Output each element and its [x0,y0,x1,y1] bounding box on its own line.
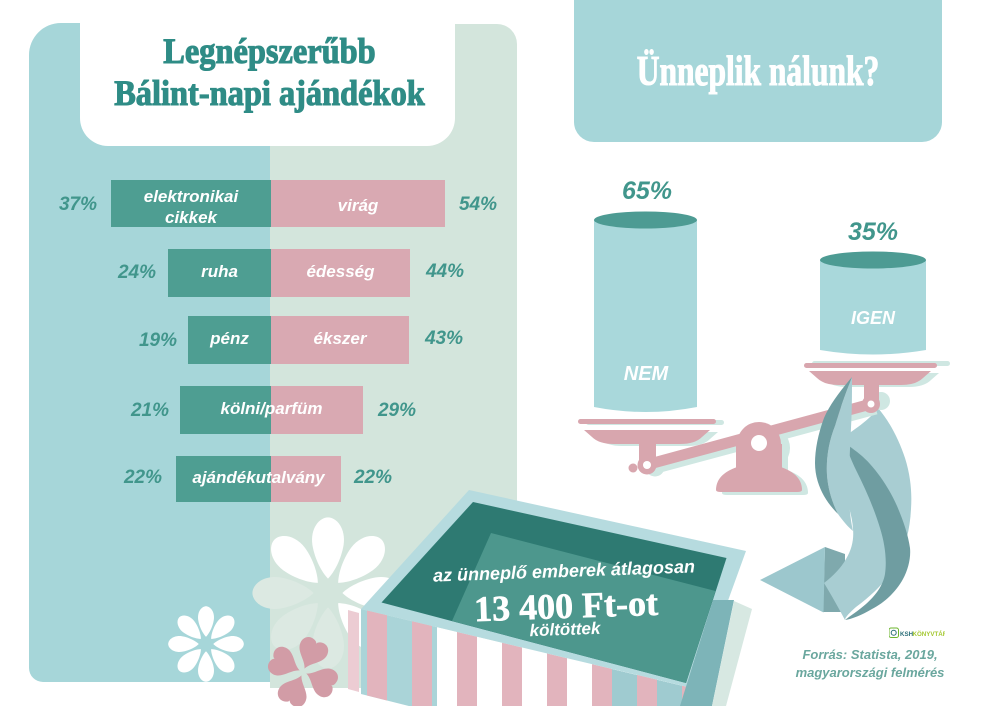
svg-text:KÖNYVTÁR: KÖNYVTÁR [913,631,946,638]
svg-text:KSH: KSH [900,631,914,638]
